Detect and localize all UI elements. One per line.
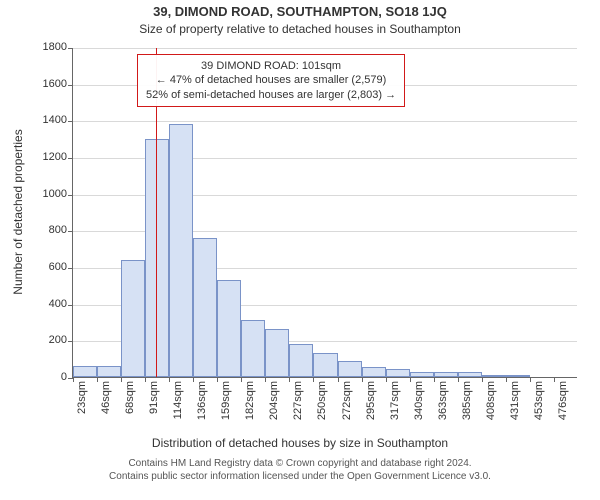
- x-tick-label: 182sqm: [245, 377, 256, 420]
- y-tick-label: 0: [61, 371, 73, 383]
- bar: [145, 139, 169, 377]
- y-axis-label: Number of detached properties: [11, 112, 25, 312]
- x-tick-label: 408sqm: [486, 377, 497, 420]
- x-tick-label: 68sqm: [125, 377, 136, 414]
- x-tick-mark: [554, 377, 555, 382]
- y-gridline: [73, 48, 577, 49]
- x-tick-label: 295sqm: [366, 377, 377, 420]
- x-tick-label: 204sqm: [269, 377, 280, 420]
- x-tick-label: 385sqm: [462, 377, 473, 420]
- chart-subtitle: Size of property relative to detached ho…: [0, 22, 600, 36]
- bar: [97, 366, 121, 377]
- x-tick-mark: [73, 377, 74, 382]
- x-tick-label: 23sqm: [77, 377, 88, 414]
- bar: [338, 361, 362, 378]
- x-tick-label: 431sqm: [510, 377, 521, 420]
- x-tick-label: 114sqm: [173, 377, 184, 419]
- bar: [265, 329, 289, 377]
- marker-annotation-box: 39 DIMOND ROAD: 101sqm ← 47% of detached…: [137, 54, 405, 107]
- x-tick-label: 227sqm: [293, 377, 304, 420]
- x-tick-label: 159sqm: [221, 377, 232, 420]
- x-tick-label: 136sqm: [197, 377, 208, 420]
- x-tick-mark: [193, 377, 194, 382]
- x-tick-mark: [362, 377, 363, 382]
- bar: [121, 260, 145, 377]
- x-tick-mark: [289, 377, 290, 382]
- x-tick-mark: [169, 377, 170, 382]
- bar: [362, 367, 386, 377]
- bar: [169, 124, 193, 377]
- annotation-line-1: 39 DIMOND ROAD: 101sqm: [146, 59, 396, 73]
- x-tick-mark: [434, 377, 435, 382]
- x-tick-mark: [265, 377, 266, 382]
- y-tick-label: 400: [49, 298, 73, 310]
- x-tick-label: 340sqm: [414, 377, 425, 420]
- annotation-line-2: ← 47% of detached houses are smaller (2,…: [146, 73, 396, 87]
- x-tick-label: 453sqm: [534, 377, 545, 420]
- x-tick-mark: [97, 377, 98, 382]
- annotation-line-3: 52% of semi-detached houses are larger (…: [146, 88, 396, 102]
- x-tick-mark: [313, 377, 314, 382]
- x-tick-label: 272sqm: [342, 377, 353, 420]
- bar: [386, 369, 410, 377]
- y-tick-label: 1600: [43, 78, 73, 90]
- x-tick-label: 250sqm: [317, 377, 328, 420]
- y-tick-label: 1800: [43, 41, 73, 53]
- x-tick-mark: [386, 377, 387, 382]
- x-tick-mark: [530, 377, 531, 382]
- bar: [313, 353, 337, 377]
- x-tick-mark: [458, 377, 459, 382]
- y-tick-label: 200: [49, 334, 73, 346]
- bar: [289, 344, 313, 377]
- y-tick-label: 1000: [43, 188, 73, 200]
- bar: [193, 238, 217, 377]
- x-tick-label: 46sqm: [101, 377, 112, 414]
- chart-title: 39, DIMOND ROAD, SOUTHAMPTON, SO18 1JQ: [0, 4, 600, 19]
- x-tick-mark: [121, 377, 122, 382]
- x-tick-label: 317sqm: [390, 377, 401, 420]
- x-tick-mark: [241, 377, 242, 382]
- chart-footer: Contains HM Land Registry data © Crown c…: [0, 458, 600, 483]
- y-tick-label: 800: [49, 224, 73, 236]
- x-tick-mark: [410, 377, 411, 382]
- x-tick-mark: [145, 377, 146, 382]
- y-tick-label: 1200: [43, 151, 73, 163]
- footer-line-2: Contains public sector information licen…: [109, 471, 491, 482]
- x-tick-mark: [217, 377, 218, 382]
- chart-container: 39, DIMOND ROAD, SOUTHAMPTON, SO18 1JQ S…: [0, 0, 600, 500]
- x-tick-mark: [506, 377, 507, 382]
- x-tick-label: 91sqm: [149, 377, 160, 414]
- bar: [241, 320, 265, 377]
- bar: [217, 280, 241, 377]
- x-tick-mark: [338, 377, 339, 382]
- x-tick-label: 363sqm: [438, 377, 449, 420]
- x-tick-mark: [482, 377, 483, 382]
- x-axis-label: Distribution of detached houses by size …: [0, 436, 600, 450]
- y-tick-label: 1400: [43, 114, 73, 126]
- y-gridline: [73, 121, 577, 122]
- footer-line-1: Contains HM Land Registry data © Crown c…: [128, 458, 471, 469]
- y-tick-label: 600: [49, 261, 73, 273]
- x-tick-label: 476sqm: [558, 377, 569, 420]
- bar: [73, 366, 97, 377]
